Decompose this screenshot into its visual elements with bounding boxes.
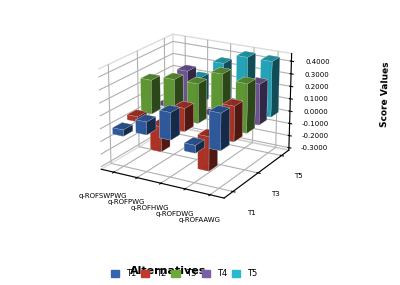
Text: Alternatives: Alternatives <box>130 266 206 276</box>
Legend: T1, T2, T3, T4, T5: T1, T2, T3, T4, T5 <box>108 267 260 281</box>
